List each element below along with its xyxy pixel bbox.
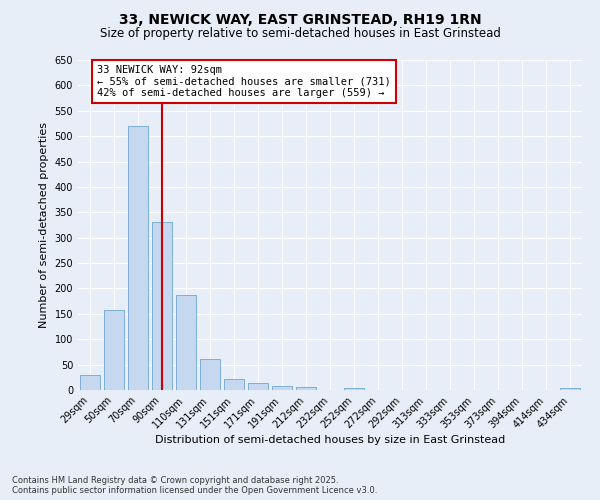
Text: Contains HM Land Registry data © Crown copyright and database right 2025.
Contai: Contains HM Land Registry data © Crown c… xyxy=(12,476,377,495)
Bar xyxy=(296,388,316,390)
Bar xyxy=(272,386,292,390)
Text: 33 NEWICK WAY: 92sqm
← 55% of semi-detached houses are smaller (731)
42% of semi: 33 NEWICK WAY: 92sqm ← 55% of semi-detac… xyxy=(97,65,391,98)
Bar xyxy=(248,384,268,390)
Bar xyxy=(560,388,580,390)
Bar xyxy=(80,375,100,390)
Text: Size of property relative to semi-detached houses in East Grinstead: Size of property relative to semi-detach… xyxy=(100,28,500,40)
Bar xyxy=(104,310,124,390)
X-axis label: Distribution of semi-detached houses by size in East Grinstead: Distribution of semi-detached houses by … xyxy=(155,436,505,446)
Bar xyxy=(224,379,244,390)
Text: 33, NEWICK WAY, EAST GRINSTEAD, RH19 1RN: 33, NEWICK WAY, EAST GRINSTEAD, RH19 1RN xyxy=(119,12,481,26)
Bar xyxy=(128,126,148,390)
Bar xyxy=(344,388,364,390)
Bar xyxy=(152,222,172,390)
Bar xyxy=(176,295,196,390)
Y-axis label: Number of semi-detached properties: Number of semi-detached properties xyxy=(39,122,49,328)
Bar xyxy=(200,358,220,390)
